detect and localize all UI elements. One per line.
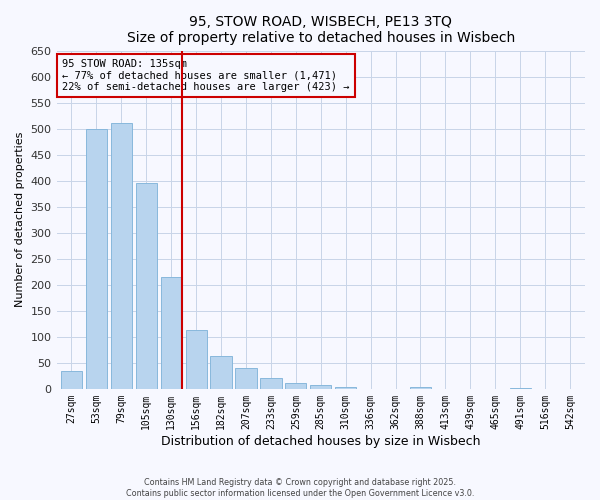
Bar [410,388,431,389]
Bar [260,378,281,389]
X-axis label: Distribution of detached houses by size in Wisbech: Distribution of detached houses by size … [161,434,481,448]
Bar [509,388,531,389]
Bar [185,330,207,389]
Bar [161,277,182,389]
Bar [285,382,307,389]
Bar [61,370,82,389]
Bar [136,184,157,389]
Title: 95, STOW ROAD, WISBECH, PE13 3TQ
Size of property relative to detached houses in: 95, STOW ROAD, WISBECH, PE13 3TQ Size of… [127,15,515,45]
Text: Contains HM Land Registry data © Crown copyright and database right 2025.
Contai: Contains HM Land Registry data © Crown c… [126,478,474,498]
Bar [235,368,257,389]
Y-axis label: Number of detached properties: Number of detached properties [15,132,25,308]
Bar [310,384,331,389]
Bar [211,356,232,389]
Bar [335,387,356,389]
Text: 95 STOW ROAD: 135sqm
← 77% of detached houses are smaller (1,471)
22% of semi-de: 95 STOW ROAD: 135sqm ← 77% of detached h… [62,59,349,92]
Bar [111,124,132,389]
Bar [86,128,107,389]
